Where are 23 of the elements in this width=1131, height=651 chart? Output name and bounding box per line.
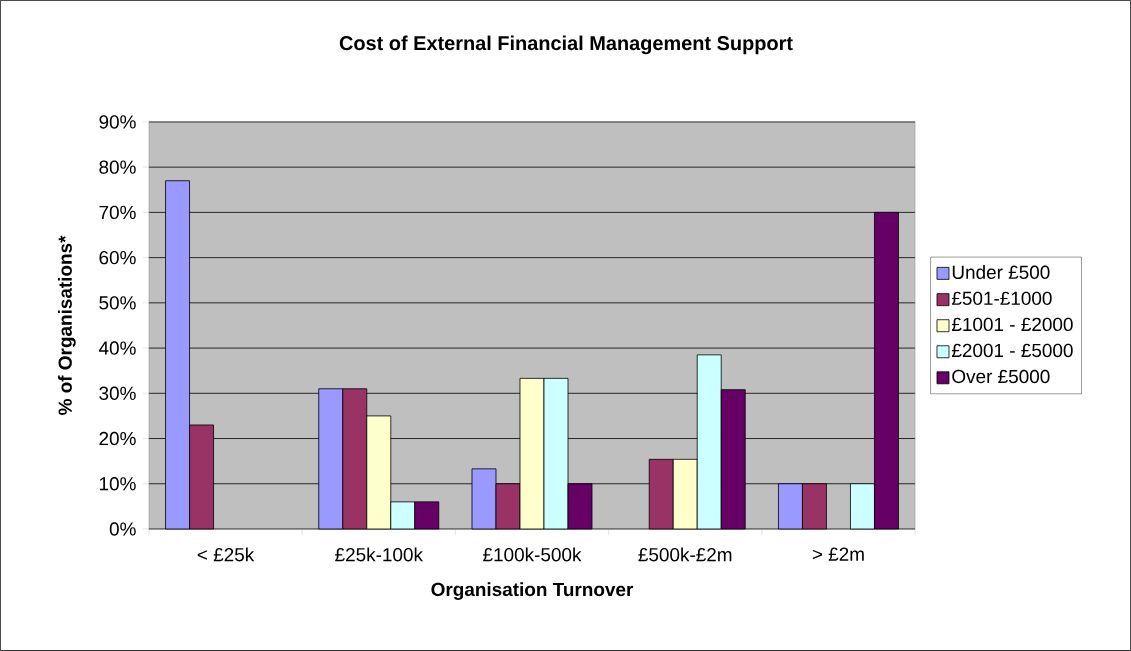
y-tick-label: 30% bbox=[99, 386, 136, 401]
y-tick-label: 20% bbox=[99, 431, 136, 446]
x-tick-label: < £25k bbox=[197, 547, 255, 562]
legend-label: Under £500 bbox=[952, 265, 1050, 280]
x-axis-title: Organisation Turnover bbox=[431, 582, 634, 600]
y-tick-label: 80% bbox=[99, 160, 136, 174]
x-tick-label: £25k-100k bbox=[335, 547, 423, 562]
y-tick-label: 70% bbox=[99, 205, 136, 220]
legend-label: Over £5000 bbox=[952, 369, 1050, 384]
y-tick-label: 10% bbox=[99, 477, 136, 491]
x-tick-label: > £2m bbox=[812, 547, 864, 561]
legend-label: £501-£1000 bbox=[951, 291, 1052, 306]
y-tick-label: 90% bbox=[99, 115, 136, 129]
y-tick-label: 60% bbox=[99, 250, 136, 265]
legend-label: £2001 - £5000 bbox=[951, 343, 1073, 358]
y-tick-label: 0% bbox=[109, 522, 136, 536]
chart-title: Cost of External Financial Management Support bbox=[339, 35, 793, 55]
x-tick-label: £100k-500k bbox=[483, 547, 582, 562]
legend-label: £1001 - £2000 bbox=[951, 317, 1073, 332]
y-tick-label: 40% bbox=[98, 341, 136, 355]
x-tick-label: £500k-£2m bbox=[638, 547, 732, 562]
y-tick-label: 50% bbox=[99, 296, 136, 310]
y-axis-title: % of Organisations* bbox=[57, 235, 76, 415]
